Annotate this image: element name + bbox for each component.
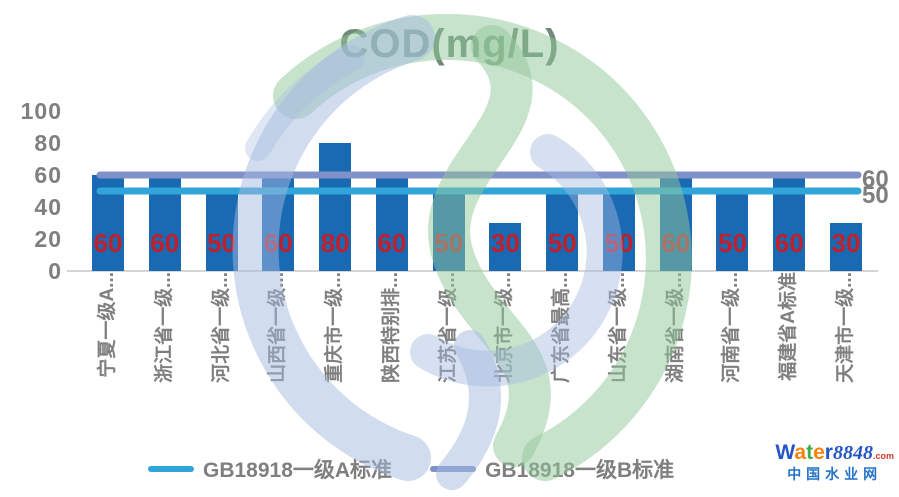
y-axis-tick-label: 40	[34, 194, 62, 220]
water8848-logo: Water8848.com 中国水业网	[775, 441, 894, 482]
legend: GB18918一级A标准 GB18918一级B标准	[148, 454, 674, 484]
bar-value-label: 50	[718, 228, 747, 258]
x-axis-category-label: 湖南省一级...	[664, 272, 686, 383]
logo-letter: e	[813, 441, 825, 464]
bar-value-label: 50	[207, 228, 236, 258]
x-axis-category-label: 宁夏一级A...	[97, 272, 118, 378]
y-axis-tick-label: 100	[20, 98, 62, 124]
logo-tagline: 中国水业网	[787, 466, 883, 483]
legend-label-b: GB18918一级B标准	[485, 459, 675, 482]
chart-title: COD(mg/L)	[339, 22, 560, 66]
legend-item-gb18918-b: GB18918一级B标准	[430, 454, 674, 484]
logo-tld: .com	[872, 451, 894, 461]
x-axis-category-label: 河南省一级...	[721, 272, 743, 383]
y-axis-tick-label: 60	[34, 162, 62, 188]
ref-line-a-end-label: 50	[862, 182, 889, 209]
x-axis-category-label: 河北省一级...	[210, 272, 232, 383]
x-axis-category-label: 浙江省一级...	[153, 272, 175, 383]
legend-line-a-swatch-icon	[148, 466, 194, 472]
logo-letter: W	[775, 441, 795, 464]
y-axis-tick-label: 80	[34, 130, 62, 156]
bar	[830, 223, 862, 271]
logo-wordmark: Water8848.com	[775, 441, 894, 464]
x-axis-category-label: 广东省最高...	[551, 272, 573, 383]
bar-value-label: 60	[377, 228, 407, 258]
logo-word: Water	[775, 441, 833, 464]
legend-label-a: GB18918一级A标准	[203, 459, 393, 482]
bar-value-label: 60	[774, 228, 804, 258]
legend-item-gb18918-a: GB18918一级A标准	[148, 454, 392, 484]
x-axis-category-label: 山东省一级...	[607, 272, 629, 383]
legend-line-b-swatch-icon	[430, 466, 477, 472]
bar	[716, 191, 749, 271]
bar-value-label: 30	[831, 228, 861, 258]
y-axis-tick-label: 20	[34, 226, 62, 252]
bar-value-label: 60	[150, 228, 180, 258]
bar-value-label: 50	[547, 228, 577, 258]
bar-value-label: 80	[320, 228, 350, 258]
x-axis-line	[67, 270, 878, 272]
bar-value-label: 60	[661, 228, 691, 258]
bar-value-label: 60	[263, 228, 293, 258]
bar-value-label: 50	[604, 228, 634, 258]
x-axis-category-label: 重庆市一级...	[324, 272, 346, 383]
x-axis-category-label: 福建省A标准	[778, 272, 800, 381]
bar-value-label: 60	[93, 228, 123, 258]
logo-letter: a	[794, 441, 807, 464]
bar	[205, 191, 238, 271]
x-axis-category-label: 北京市一级...	[494, 272, 516, 383]
bar-value-label: 50	[434, 228, 464, 258]
ref-line-b-end-label: 60	[862, 166, 889, 193]
y-axis-tick-label: 0	[48, 258, 62, 284]
logo-letter: t	[806, 441, 814, 464]
x-axis-category-label: 江苏省一级...	[437, 272, 459, 383]
x-axis-category-label: 山西省一级...	[267, 272, 289, 383]
bar-value-label: 30	[490, 228, 520, 258]
logo-number: 8848	[832, 442, 873, 464]
x-axis-category-label: 天津市一级...	[835, 272, 856, 383]
logo-letter: r	[824, 441, 833, 464]
x-axis-category-label: 陕西特别排...	[380, 272, 402, 383]
